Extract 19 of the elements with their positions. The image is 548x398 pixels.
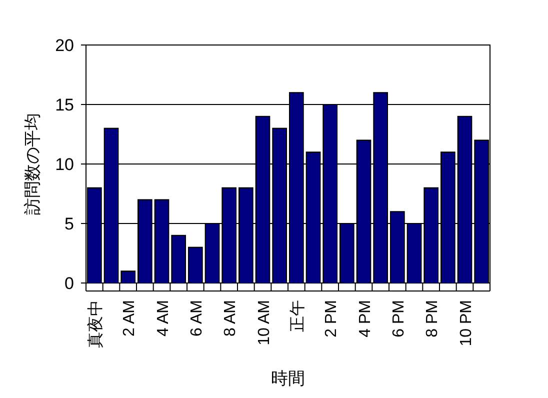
y-tick-label: 20 bbox=[55, 36, 74, 55]
y-tick-label: 0 bbox=[64, 274, 74, 293]
y-tick-label: 5 bbox=[64, 214, 74, 234]
x-tick-label: 10 AM bbox=[256, 300, 273, 346]
x-tick-label: 6 PM bbox=[390, 300, 408, 338]
y-axis-title: 訪問数の平均 bbox=[23, 113, 42, 215]
x-tick-label: 4 AM bbox=[154, 300, 172, 336]
x-tick-label: 8 PM bbox=[424, 300, 442, 338]
x-tick-label: 2 PM bbox=[323, 300, 340, 338]
x-tick-label: 8 AM bbox=[222, 300, 240, 336]
x-tick-label: 6 AM bbox=[188, 300, 206, 336]
x-axis-title: 時間 bbox=[271, 369, 305, 388]
x-tick-label: 真夜中 bbox=[86, 300, 104, 348]
x-tick-label: 2 AM bbox=[121, 300, 138, 336]
x-tick-label: 4 PM bbox=[356, 300, 374, 338]
y-tick-label: 10 bbox=[55, 155, 74, 174]
y-tick-label: 15 bbox=[55, 96, 74, 114]
x-tick-label: 正午 bbox=[289, 300, 306, 332]
x-tick-label: 10 PM bbox=[458, 300, 475, 346]
